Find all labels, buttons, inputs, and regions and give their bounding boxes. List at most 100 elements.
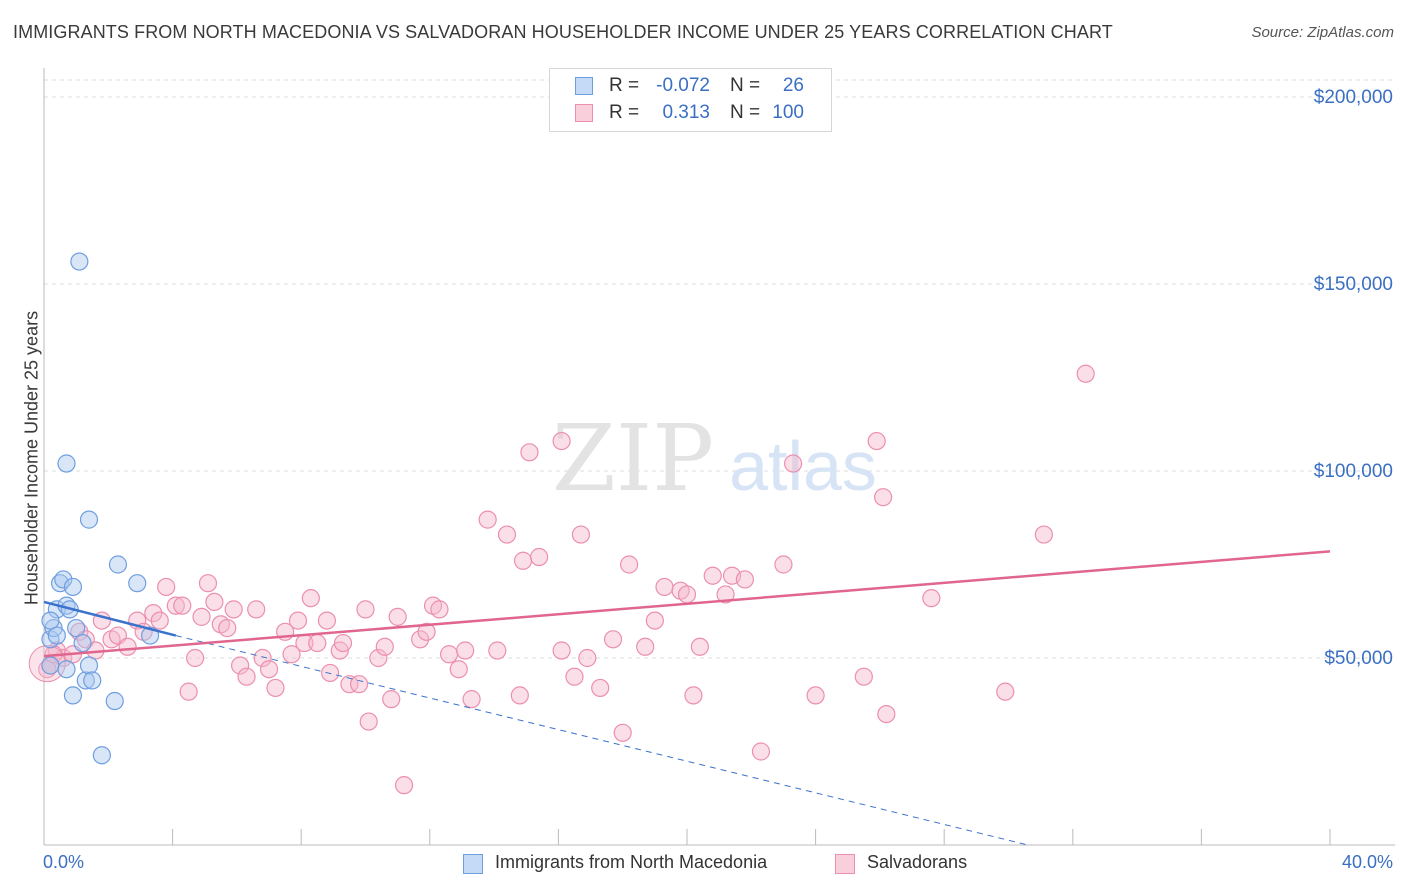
north-macedonia-point xyxy=(83,671,102,690)
salvadoran-point xyxy=(430,600,449,619)
north-macedonia-point xyxy=(57,454,76,473)
salvadoran-point xyxy=(218,618,237,638)
y-tick-labels: $50,000 $100,000 $150,000 $200,000 xyxy=(1314,87,1393,669)
north-macedonia-point xyxy=(92,746,111,765)
north-macedonia-point xyxy=(63,577,83,597)
salvadoran-point xyxy=(186,648,205,668)
salvadoran-point xyxy=(118,637,137,656)
north-macedonia-point xyxy=(79,510,99,529)
salvadoran-point xyxy=(144,604,163,623)
north-macedonia-trend-extension xyxy=(175,635,1028,846)
legend-n-value: 26 xyxy=(782,75,804,96)
salvadoran-point xyxy=(333,633,353,653)
salvadoran-point xyxy=(388,607,407,626)
salvadoran-point xyxy=(703,566,722,585)
bottom-legend-swatch-pink xyxy=(835,854,855,874)
chart-title: IMMIGRANTS FROM NORTH MACEDONIA VS SALVA… xyxy=(13,22,1113,42)
bottom-legend-label: Immigrants from North Macedonia xyxy=(495,852,768,872)
salvadoran-point xyxy=(655,577,674,597)
north-macedonia-point xyxy=(128,574,147,593)
salvadoran-point xyxy=(321,663,340,683)
y-tick-label: $200,000 xyxy=(1314,87,1393,108)
salvadoran-point xyxy=(690,637,709,656)
salvadoran-point xyxy=(565,667,584,686)
salvadoran-point xyxy=(613,723,632,742)
salvadoran-point xyxy=(774,555,793,574)
salvadoran-point xyxy=(192,607,211,626)
salvadoran-point xyxy=(578,648,597,668)
trend-lines xyxy=(43,550,1331,846)
salvadoran-point xyxy=(349,675,369,694)
source-label: Source: ZipAtlas.com xyxy=(1251,24,1394,41)
salvadoran-point xyxy=(417,622,436,641)
axes xyxy=(43,68,1395,846)
legend-n-value: 100 xyxy=(772,102,804,123)
watermark: ZIP atlas xyxy=(552,405,877,512)
salvadoran-point xyxy=(513,551,533,570)
salvadoran-point xyxy=(806,686,825,705)
correlation-legend: R = -0.072 N = 26 R = 0.313 N = 100 xyxy=(549,68,832,132)
salvadorans-points xyxy=(28,364,1095,795)
north-macedonia-point xyxy=(47,626,66,645)
y-tick-label: $150,000 xyxy=(1314,274,1393,295)
salvadoran-point xyxy=(520,443,539,462)
bottom-legend-swatch-blue xyxy=(463,854,483,874)
salvadoran-point xyxy=(231,656,250,675)
salvadoran-point xyxy=(530,547,549,567)
salvadoran-point xyxy=(996,682,1015,701)
north-macedonia-point xyxy=(73,633,92,653)
salvadoran-point xyxy=(340,675,359,694)
salvadorans-trend-line xyxy=(43,550,1331,658)
salvadoran-point xyxy=(150,611,169,630)
legend-n-label: N = xyxy=(730,102,761,123)
north-macedonia-point xyxy=(57,660,76,679)
salvadoran-point xyxy=(854,667,873,686)
salvadoran-point xyxy=(877,704,896,724)
salvadoran-point xyxy=(439,645,459,664)
north-macedonia-point xyxy=(67,618,86,638)
salvadoran-point xyxy=(259,660,279,679)
north-macedonia-points xyxy=(41,252,160,765)
north-macedonia-point xyxy=(41,656,60,675)
salvadoran-point xyxy=(247,600,266,619)
y-tick-label: $100,000 xyxy=(1314,461,1393,482)
salvadoran-point xyxy=(282,645,301,664)
north-macedonia-trend-line xyxy=(43,600,177,637)
salvadoran-point xyxy=(462,690,481,709)
salvadoran-point xyxy=(783,454,803,473)
salvadoran-point xyxy=(571,525,591,544)
x-tick-max: 40.0% xyxy=(1341,852,1393,872)
salvadoran-point xyxy=(684,686,703,705)
salvadoran-point xyxy=(603,630,623,649)
salvadoran-point xyxy=(645,611,664,630)
north-macedonia-point xyxy=(70,252,89,271)
salvadoran-point xyxy=(301,589,320,608)
salvadoran-point xyxy=(510,686,529,705)
salvadoran-point xyxy=(288,611,308,630)
salvadoran-point xyxy=(359,712,378,731)
salvadoran-point xyxy=(166,596,185,615)
legend-r-label: R = xyxy=(609,75,640,96)
legend-n-label: N = xyxy=(730,75,761,96)
salvadoran-point xyxy=(317,611,337,630)
salvadoran-point xyxy=(636,637,655,656)
salvadoran-point xyxy=(552,431,571,451)
salvadoran-point xyxy=(173,596,192,615)
bottom-legend-label: Salvadorans xyxy=(867,852,968,872)
watermark-zip: ZIP xyxy=(552,405,714,512)
salvadoran-point xyxy=(369,648,388,668)
salvadoran-point xyxy=(488,641,507,660)
legend-swatch-blue xyxy=(575,77,593,95)
salvadoran-point xyxy=(867,431,886,451)
legend-r-value: 0.313 xyxy=(662,102,710,123)
north-macedonia-point xyxy=(41,611,60,630)
north-macedonia-point xyxy=(63,686,83,705)
salvadoran-point xyxy=(375,637,394,656)
salvadoran-point xyxy=(308,633,327,653)
salvadoran-point xyxy=(198,574,218,593)
north-macedonia-point xyxy=(105,691,124,711)
salvadoran-point xyxy=(1034,525,1053,544)
salvadoran-point xyxy=(735,570,754,589)
salvadoran-point xyxy=(411,630,430,649)
north-macedonia-point xyxy=(76,671,95,690)
